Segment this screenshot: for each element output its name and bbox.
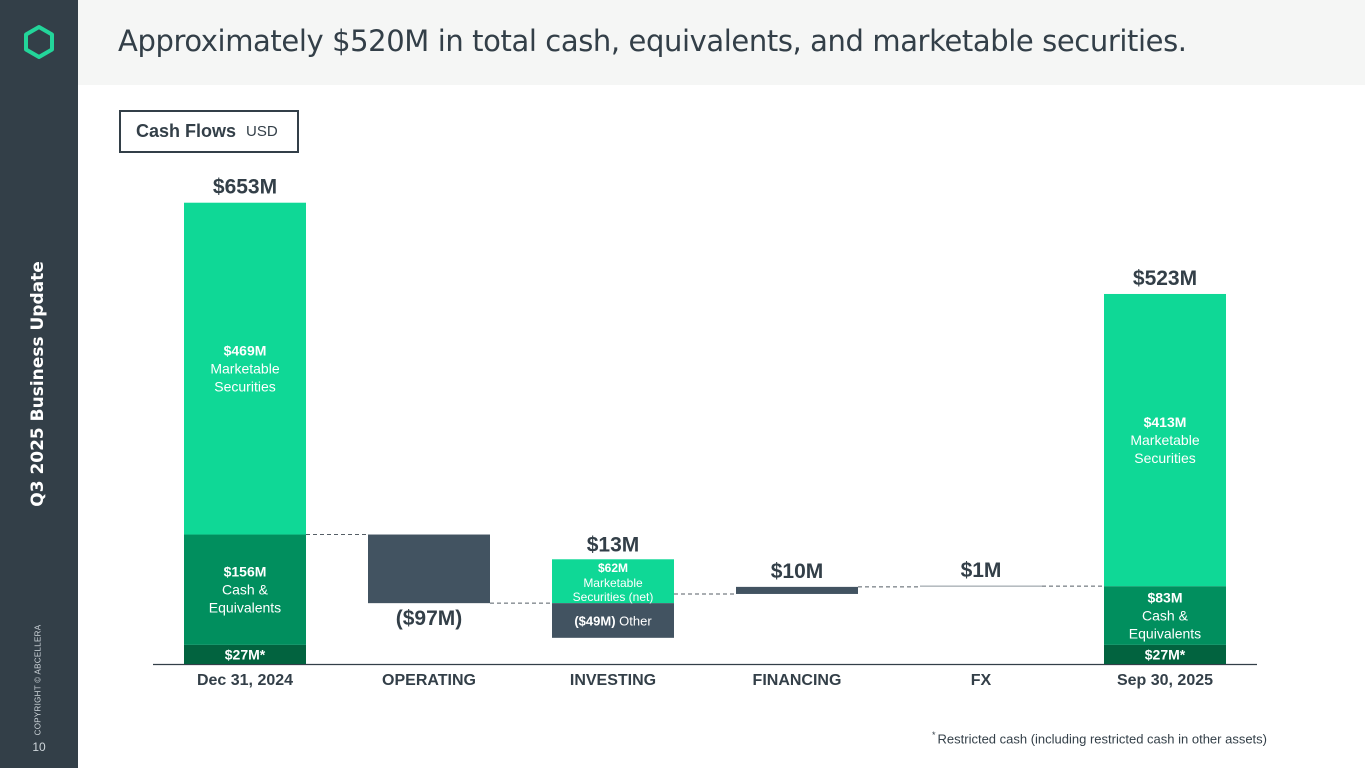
- footnote-text: Restricted cash (including restricted ca…: [937, 731, 1267, 747]
- segment-value-label: $83M: [1147, 590, 1182, 606]
- bar-delta-label: $10M: [771, 560, 824, 583]
- footnote: * Restricted cash (including restricted c…: [932, 730, 1267, 746]
- segment-text-label: Other: [616, 613, 653, 628]
- bar-segment-other: [552, 603, 674, 638]
- segment-value-label: ($49M) Other: [574, 613, 652, 628]
- bar-segment-marketable: [184, 202, 306, 535]
- bar-segment-restricted: [1104, 644, 1226, 664]
- segment-text-label: Cash &: [222, 582, 269, 598]
- segment-value-label: $469M: [224, 343, 267, 359]
- bar-segment-restricted: [184, 644, 306, 664]
- x-category-label: OPERATING: [382, 672, 476, 689]
- footnote-marker: *: [932, 730, 936, 740]
- segment-value-label: $27M*: [225, 646, 266, 662]
- segment-text-label: Equivalents: [209, 600, 281, 616]
- bar-delta-label: ($97M): [396, 607, 463, 630]
- x-category-label: Sep 30, 2025: [1117, 672, 1213, 689]
- segment-value-bold: ($49M): [574, 613, 615, 628]
- sidebar: Q3 2025 Business Update COPYRIGHT © ABCE…: [0, 0, 78, 768]
- segment-text-label: Equivalents: [1129, 626, 1201, 642]
- bar-delta-operating: [368, 534, 490, 604]
- bar-segment-marketable: [1104, 293, 1226, 587]
- chart-title-box: Cash Flows USD: [119, 110, 299, 153]
- segment-text-label: Securities: [1134, 450, 1195, 466]
- x-category-label: INVESTING: [570, 672, 656, 689]
- bar-segment-cash: [184, 534, 306, 645]
- x-category-label: Dec 31, 2024: [197, 672, 293, 689]
- segment-value-label: $27M*: [1145, 646, 1186, 662]
- bar-delta-label: $13M: [587, 533, 640, 556]
- page-title: Approximately $520M in total cash, equiv…: [118, 24, 1187, 58]
- x-category-label: FINANCING: [753, 672, 842, 689]
- segment-text-label: Marketable: [210, 361, 279, 377]
- bar-delta-label: $1M: [961, 559, 1002, 582]
- bar-total-label: $653M: [213, 176, 277, 199]
- segment-value-label: $62M: [598, 561, 628, 575]
- abcellera-hexagon-icon: [24, 25, 54, 59]
- bar-segment-cash: [1104, 586, 1226, 645]
- segment-text-label: Securities: [214, 379, 275, 395]
- segment-text-label: Marketable: [1130, 432, 1199, 448]
- chart-unit: USD: [246, 123, 278, 140]
- bar-total-label: $523M: [1133, 267, 1197, 290]
- bar-segment-marketable: [552, 559, 674, 604]
- header-band: [78, 0, 1365, 85]
- x-category-label: FX: [971, 672, 992, 689]
- segment-value-label: $156M: [224, 564, 267, 580]
- chart-title: Cash Flows: [136, 121, 237, 141]
- segment-text-label: Securities (net): [573, 590, 654, 604]
- segment-value-label: $413M: [1144, 414, 1187, 430]
- bar-delta-financing: [736, 586, 858, 594]
- page-number: 10: [32, 740, 46, 754]
- segment-text-label: Cash &: [1142, 608, 1189, 624]
- segment-text-label: Marketable: [583, 576, 643, 590]
